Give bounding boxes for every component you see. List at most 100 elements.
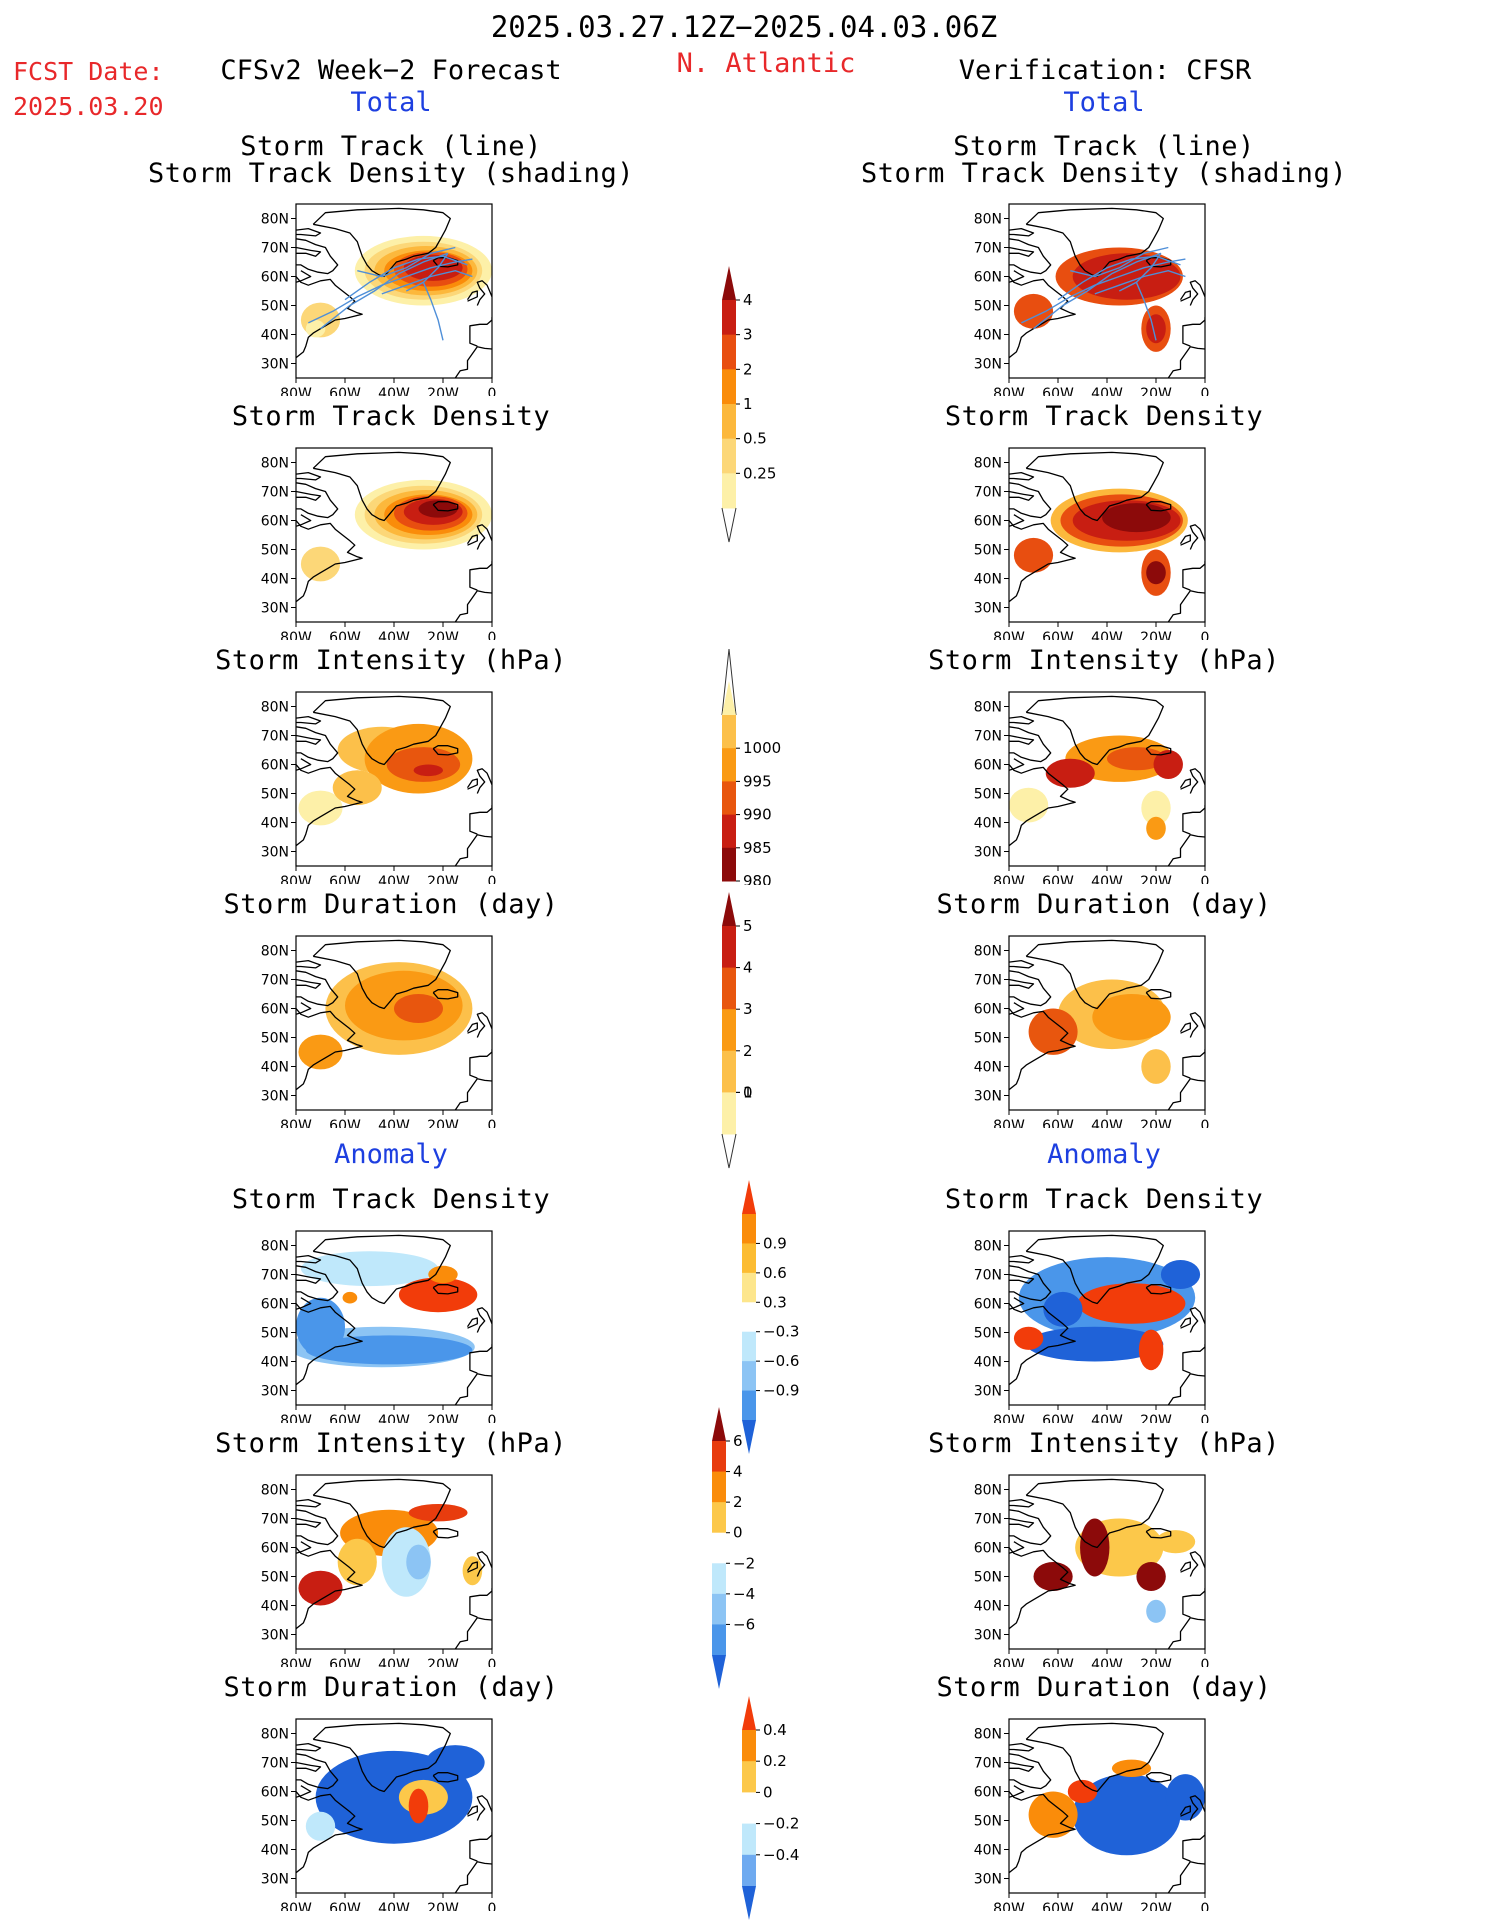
- lon-label: 80W: [993, 1901, 1025, 1911]
- colorbar-segment: [742, 1331, 756, 1362]
- colorbar-arrow-top: [742, 1696, 756, 1730]
- coastline: [296, 1273, 322, 1284]
- storm-track-line: [1057, 255, 1181, 301]
- lon-label: 80W: [993, 1657, 1025, 1667]
- colorbar-label: 2: [743, 1042, 753, 1060]
- forecast-anomaly-label: Anomaly: [334, 1139, 448, 1170]
- fc-intensity-title: Storm Intensity (hPa): [215, 645, 567, 676]
- lat-label: 50N: [974, 299, 1002, 315]
- fc-intensity-map: 80N 70N 60N 50N 40N 30N 80W 60W 40W 20W 0: [261, 691, 496, 884]
- lon-label: 60W: [1042, 1657, 1074, 1667]
- shaded-region: [1033, 1562, 1073, 1591]
- lon-label: 40W: [378, 874, 410, 884]
- colorbar-segment: [712, 1563, 726, 1595]
- coastline: [469, 805, 492, 835]
- shaded-region: [408, 1788, 429, 1824]
- coastline: [296, 520, 363, 603]
- lon-label: 20W: [427, 630, 459, 640]
- lat-label: 60N: [261, 758, 289, 774]
- lat-label: 70N: [974, 241, 1002, 257]
- lat-label: 50N: [974, 787, 1002, 803]
- lat-label: 40N: [261, 1060, 289, 1076]
- lon-label: 20W: [427, 1901, 459, 1911]
- lat-label: 60N: [974, 1002, 1002, 1018]
- lat-label: 30N: [261, 1384, 289, 1400]
- lon-label: 0: [1201, 874, 1210, 884]
- duration-colorbar: 5 4 3 2 10: [721, 892, 753, 1169]
- lon-label: 40W: [1091, 1657, 1123, 1667]
- coastline: [476, 1551, 492, 1577]
- coastline: [1025, 1478, 1164, 1549]
- map-axes: 80N 70N 60N 50N 40N 30N 80W 60W 40W 20W 0: [974, 700, 1210, 885]
- coastline: [1145, 501, 1172, 512]
- lat-label: 50N: [261, 787, 289, 803]
- coastline: [454, 834, 492, 866]
- lat-label: 60N: [974, 1297, 1002, 1313]
- colorbar-label: 0: [743, 1083, 753, 1101]
- coastline: [1179, 778, 1191, 790]
- colorbar-segment: [742, 1854, 756, 1887]
- map-axes: 80N 70N 60N 50N 40N 30N 80W 60W 40W 20W 0: [261, 456, 497, 641]
- coastline: [1009, 970, 1052, 1007]
- coastline: [1009, 227, 1035, 237]
- lon-label: 80W: [280, 1901, 312, 1911]
- lon-label: 0: [488, 386, 497, 396]
- coastline: [454, 590, 492, 622]
- coastline: [1009, 1785, 1025, 1798]
- coastline: [1189, 1012, 1205, 1038]
- storm-track-line: [1094, 269, 1186, 295]
- lat-label: 30N: [974, 1089, 1002, 1105]
- lon-label: 60W: [1042, 1118, 1074, 1128]
- ob-anom-duration-title: Storm Duration (day): [936, 1672, 1272, 1703]
- fcst-date-label: FCST Date:: [13, 57, 164, 86]
- coastline: [296, 1547, 363, 1630]
- colorbar-arrow-top: [712, 1407, 726, 1441]
- coastline: [1167, 590, 1205, 622]
- lat-label: 60N: [261, 270, 289, 286]
- coastline: [1179, 534, 1191, 546]
- coastline: [454, 1861, 492, 1893]
- lat-label: 60N: [261, 1785, 289, 1801]
- coastline: [312, 1722, 451, 1793]
- coastline: [1167, 1617, 1205, 1649]
- shaded-region: [1141, 1049, 1171, 1084]
- lat-label: 40N: [974, 1355, 1002, 1371]
- coastline: [296, 978, 322, 989]
- coastline: [466, 290, 478, 302]
- lat-label: 70N: [261, 1512, 289, 1528]
- storm-track-line: [357, 246, 456, 278]
- fc-density-title: Storm Track Density: [231, 401, 551, 432]
- coastline: [312, 1234, 451, 1305]
- lon-label: 40W: [378, 1657, 410, 1667]
- colorbar-label: −2: [733, 1554, 755, 1572]
- shaded-region: [1013, 1326, 1044, 1350]
- coastline: [1009, 959, 1035, 969]
- ob-track-shading-title: Storm Track Density (shading): [861, 158, 1347, 189]
- coastline: [1025, 451, 1164, 522]
- lon-label: 20W: [1140, 1118, 1172, 1128]
- ob-density-map: 80N 70N 60N 50N 40N 30N 80W 60W 40W 20W 0: [974, 447, 1209, 640]
- colorbar-segment: [722, 1009, 736, 1052]
- lat-label: 40N: [974, 328, 1002, 344]
- lat-label: 30N: [261, 1872, 289, 1888]
- colorbar-label: 2: [743, 360, 753, 378]
- lon-label: 40W: [378, 1118, 410, 1128]
- shaded-region: [1146, 561, 1166, 585]
- coastline: [466, 778, 478, 790]
- shaded-region: [1045, 758, 1095, 788]
- shaded-region: [418, 500, 458, 518]
- lat-label: 60N: [261, 514, 289, 530]
- colorbar-segment: [712, 1532, 726, 1564]
- ob-track-line-title: Storm Track (line): [953, 131, 1255, 162]
- coastline: [1167, 834, 1205, 866]
- coastline: [312, 207, 451, 278]
- coastline: [466, 1317, 478, 1329]
- lon-label: 60W: [329, 630, 361, 640]
- colorbar-label: 5: [743, 917, 753, 935]
- coastline: [469, 317, 492, 347]
- coastline: [469, 1832, 492, 1862]
- coastline: [1145, 1772, 1172, 1783]
- coastline: [312, 939, 451, 1010]
- colorbar-label: −0.4: [763, 1846, 799, 1864]
- lon-label: 20W: [1140, 1657, 1172, 1667]
